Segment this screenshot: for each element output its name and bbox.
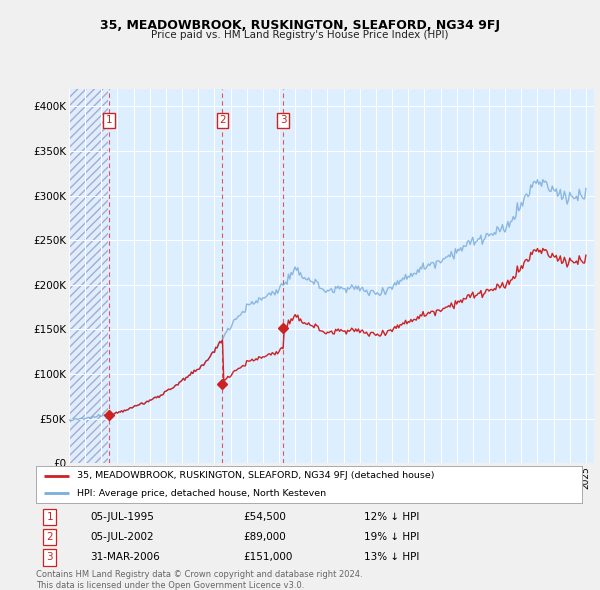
Text: 05-JUL-2002: 05-JUL-2002: [91, 532, 154, 542]
Text: 3: 3: [280, 116, 286, 125]
Text: 1: 1: [106, 116, 113, 125]
Text: 35, MEADOWBROOK, RUSKINGTON, SLEAFORD, NG34 9FJ (detached house): 35, MEADOWBROOK, RUSKINGTON, SLEAFORD, N…: [77, 471, 434, 480]
Text: 1: 1: [46, 512, 53, 522]
Text: 31-MAR-2006: 31-MAR-2006: [91, 552, 160, 562]
Text: 05-JUL-1995: 05-JUL-1995: [91, 512, 154, 522]
Text: This data is licensed under the Open Government Licence v3.0.: This data is licensed under the Open Gov…: [36, 581, 304, 589]
Text: 2: 2: [46, 532, 53, 542]
Text: £151,000: £151,000: [244, 552, 293, 562]
Text: Contains HM Land Registry data © Crown copyright and database right 2024.: Contains HM Land Registry data © Crown c…: [36, 570, 362, 579]
Text: HPI: Average price, detached house, North Kesteven: HPI: Average price, detached house, Nort…: [77, 489, 326, 498]
Text: 35, MEADOWBROOK, RUSKINGTON, SLEAFORD, NG34 9FJ: 35, MEADOWBROOK, RUSKINGTON, SLEAFORD, N…: [100, 19, 500, 32]
Bar: [69, 88, 108, 463]
Text: 2: 2: [219, 116, 226, 125]
Text: 12% ↓ HPI: 12% ↓ HPI: [364, 512, 419, 522]
Text: Price paid vs. HM Land Registry's House Price Index (HPI): Price paid vs. HM Land Registry's House …: [151, 30, 449, 40]
Text: 13% ↓ HPI: 13% ↓ HPI: [364, 552, 419, 562]
Text: 3: 3: [46, 552, 53, 562]
Text: 19% ↓ HPI: 19% ↓ HPI: [364, 532, 419, 542]
Text: £54,500: £54,500: [244, 512, 286, 522]
Text: £89,000: £89,000: [244, 532, 286, 542]
